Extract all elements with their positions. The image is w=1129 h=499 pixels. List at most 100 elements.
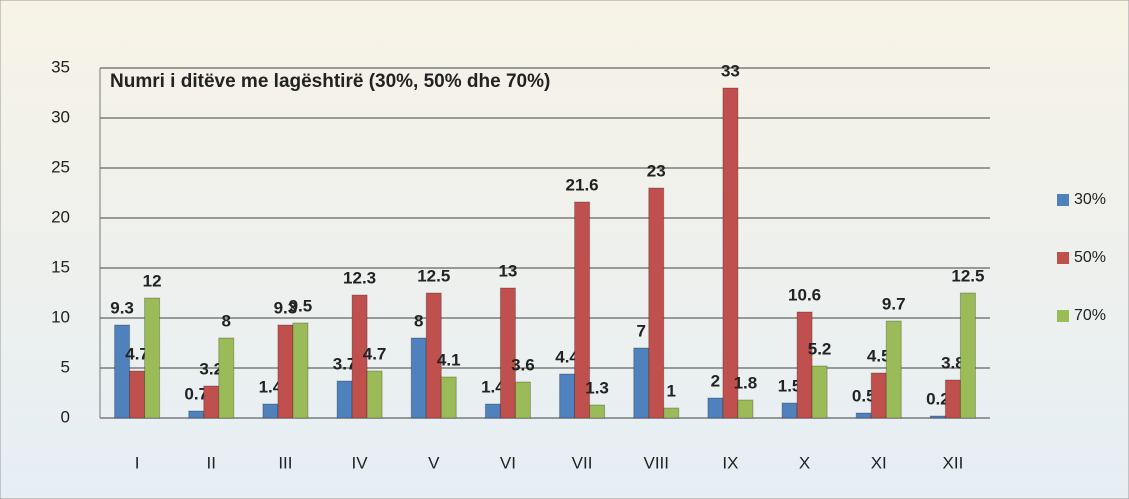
value-label: 2 [711, 371, 720, 390]
y-tick-label: 25 [51, 157, 70, 176]
value-label: 4.1 [437, 350, 461, 369]
x-tick-label: VI [500, 453, 516, 472]
value-label: 9.3 [110, 298, 134, 317]
bar [944, 379, 961, 419]
value-label: 1.4 [481, 377, 505, 396]
bar [114, 324, 131, 419]
y-tick-label: 5 [61, 357, 70, 376]
bar [514, 381, 531, 419]
value-label: 9.3 [274, 298, 298, 317]
chart-title: Numri i ditëve me lagështirë (30%, 50% d… [110, 71, 550, 92]
bar [811, 365, 828, 419]
bar [737, 399, 754, 419]
x-tick-label: I [135, 453, 140, 472]
value-label: 4.4 [555, 347, 579, 366]
value-label: 1.8 [734, 373, 758, 392]
bar [188, 410, 205, 419]
y-tick-label: 15 [51, 257, 70, 276]
bar [336, 380, 353, 419]
value-label: 1.5 [778, 376, 802, 395]
bar [559, 373, 576, 419]
value-label: 4.7 [363, 344, 387, 363]
bar [440, 376, 457, 419]
bar [663, 407, 680, 419]
bar [410, 337, 427, 419]
value-label: 13 [498, 261, 517, 280]
bar [218, 337, 235, 419]
value-label: 12.3 [343, 268, 376, 287]
value-label: 1.4 [259, 377, 283, 396]
bar [885, 320, 902, 419]
y-tick-label: 20 [51, 207, 70, 226]
value-label: 3.8 [941, 353, 965, 372]
value-label: 33 [721, 61, 740, 80]
value-label: 8 [222, 311, 231, 330]
value-label: 9.5 [289, 296, 313, 315]
y-tick-label: 0 [61, 407, 70, 426]
x-tick-label: II [207, 453, 216, 472]
x-tick-label: XII [943, 453, 964, 472]
legend-swatch [1057, 252, 1069, 264]
value-label: 0.7 [184, 384, 208, 403]
value-label: 9.7 [882, 294, 906, 313]
value-label: 5.2 [808, 339, 832, 358]
value-label: 12 [143, 271, 162, 290]
x-tick-label: VII [572, 453, 593, 472]
legend-swatch [1057, 310, 1069, 322]
bar [203, 385, 220, 419]
value-label: 0.2 [926, 389, 950, 408]
bar [277, 324, 294, 419]
value-label: 10.6 [788, 285, 821, 304]
bar [425, 292, 442, 419]
bar [870, 372, 887, 419]
bar [366, 370, 383, 419]
x-tick-label: XI [871, 453, 887, 472]
bar [262, 403, 279, 419]
bar [144, 297, 161, 419]
bar [351, 294, 368, 419]
value-label: 21.6 [566, 175, 599, 194]
y-tick-label: 30 [51, 107, 70, 126]
bar [959, 292, 976, 419]
value-label: 0.5 [852, 386, 876, 405]
value-label: 1 [667, 381, 676, 400]
bar [574, 201, 591, 419]
value-label: 1.3 [585, 378, 609, 397]
y-tick-label: 35 [51, 57, 70, 76]
value-label: 4.7 [125, 344, 149, 363]
bar [648, 187, 665, 419]
bar [855, 412, 872, 419]
value-label: 12.5 [417, 266, 450, 285]
bar [796, 311, 813, 419]
bar [781, 402, 798, 419]
value-label: 12.5 [951, 266, 984, 285]
y-tick-label: 10 [51, 307, 70, 326]
bar [589, 404, 606, 419]
bar [707, 397, 724, 419]
bar [292, 322, 309, 419]
value-label: 4.5 [867, 346, 891, 365]
x-tick-label: V [428, 453, 440, 472]
bar [633, 347, 650, 419]
legend-label: 30% [1074, 191, 1106, 208]
bar [484, 403, 501, 419]
x-tick-label: IX [722, 453, 738, 472]
legend-label: 50% [1074, 249, 1106, 266]
bar [929, 415, 946, 419]
legend-swatch [1057, 194, 1069, 206]
value-label: 7 [637, 321, 646, 340]
x-tick-label: X [799, 453, 810, 472]
value-label: 3.2 [199, 359, 223, 378]
x-tick-label: III [278, 453, 292, 472]
x-tick-label: VIII [643, 453, 669, 472]
x-tick-label: IV [352, 453, 369, 472]
bar [129, 370, 146, 419]
value-label: 8 [414, 311, 423, 330]
value-label: 3.7 [333, 354, 357, 373]
legend-label: 70% [1074, 307, 1106, 324]
bar [499, 287, 516, 419]
value-label: 3.6 [511, 355, 535, 374]
bar [722, 87, 739, 419]
value-label: 23 [647, 161, 666, 180]
